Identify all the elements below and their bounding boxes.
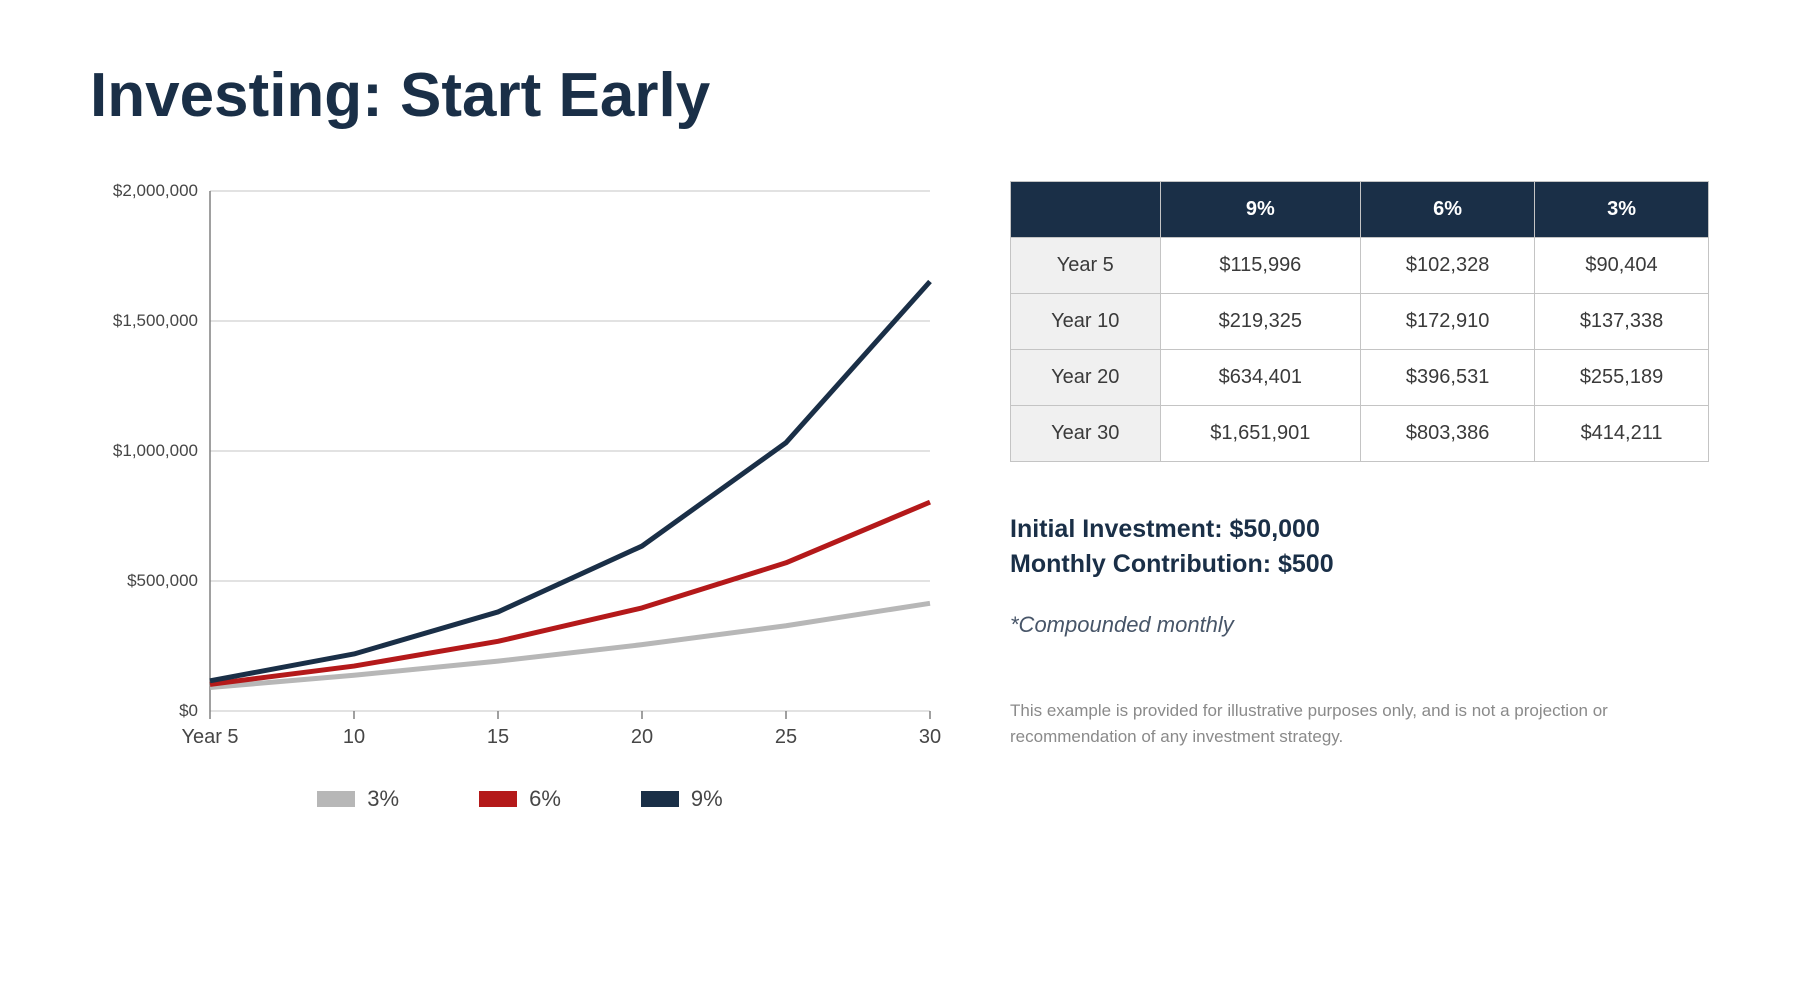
right-column: 9%6%3%Year 5$115,996$102,328$90,404Year … (1010, 181, 1709, 812)
y-axis-label: $1,000,000 (113, 441, 198, 460)
x-axis-label: 30 (919, 726, 941, 748)
x-axis-label: 10 (343, 726, 365, 748)
page-title: Investing: Start Early (90, 60, 1709, 131)
legend-swatch (479, 791, 517, 807)
y-axis-label: $500,000 (127, 571, 198, 590)
x-axis-label: Year 5 (181, 726, 238, 748)
table-cell: $137,338 (1535, 294, 1709, 350)
table-row: Year 20$634,401$396,531$255,189 (1011, 350, 1709, 406)
table-cell: $115,996 (1160, 238, 1361, 294)
y-axis-label: $2,000,000 (113, 181, 198, 200)
legend-label: 9% (691, 786, 723, 812)
table-cell: $102,328 (1361, 238, 1535, 294)
table-header-cell: 3% (1535, 182, 1709, 238)
table-header-cell: 9% (1160, 182, 1361, 238)
table-cell: $172,910 (1361, 294, 1535, 350)
table-row: Year 10$219,325$172,910$137,338 (1011, 294, 1709, 350)
line-chart: $0 $500,000 $1,000,000 $1,500,000 $2,000,000… (90, 181, 950, 761)
initial-investment: Initial Investment: $50,000 (1010, 512, 1709, 547)
x-axis-label: 15 (487, 726, 509, 748)
content-area: $0 $500,000 $1,000,000 $1,500,000 $2,000,000… (90, 181, 1709, 812)
table-row-header: Year 30 (1011, 406, 1161, 462)
y-axis-label: $0 (179, 701, 198, 720)
table-cell: $90,404 (1535, 238, 1709, 294)
monthly-contribution: Monthly Contribution: $500 (1010, 547, 1709, 582)
table-row-header: Year 10 (1011, 294, 1161, 350)
legend-item: 6% (479, 786, 561, 812)
table-cell: $803,386 (1361, 406, 1535, 462)
table-row: Year 5$115,996$102,328$90,404 (1011, 238, 1709, 294)
table-header-cell: 6% (1361, 182, 1535, 238)
table-cell: $414,211 (1535, 406, 1709, 462)
legend-label: 3% (367, 786, 399, 812)
legend-swatch (317, 791, 355, 807)
table-cell: $396,531 (1361, 350, 1535, 406)
table-row-header: Year 5 (1011, 238, 1161, 294)
series-line (210, 603, 930, 687)
data-table: 9%6%3%Year 5$115,996$102,328$90,404Year … (1010, 181, 1709, 462)
legend-item: 9% (641, 786, 723, 812)
x-axis-label: 20 (631, 726, 653, 748)
chart-container: $0 $500,000 $1,000,000 $1,500,000 $2,000,000… (90, 181, 950, 812)
legend-swatch (641, 791, 679, 807)
chart-legend: 3% 6% 9% (90, 786, 950, 812)
y-axis-label: $1,500,000 (113, 311, 198, 330)
table-cell: $634,401 (1160, 350, 1361, 406)
legend-item: 3% (317, 786, 399, 812)
legend-label: 6% (529, 786, 561, 812)
series-line (210, 502, 930, 684)
compound-note: *Compounded monthly (1010, 612, 1709, 638)
disclaimer-text: This example is provided for illustrativ… (1010, 698, 1709, 749)
x-axis-label: 25 (775, 726, 797, 748)
table-row-header: Year 20 (1011, 350, 1161, 406)
table-header-cell (1011, 182, 1161, 238)
table-cell: $1,651,901 (1160, 406, 1361, 462)
table-cell: $255,189 (1535, 350, 1709, 406)
info-block: Initial Investment: $50,000 Monthly Cont… (1010, 512, 1709, 749)
table-cell: $219,325 (1160, 294, 1361, 350)
table-row: Year 30$1,651,901$803,386$414,211 (1011, 406, 1709, 462)
